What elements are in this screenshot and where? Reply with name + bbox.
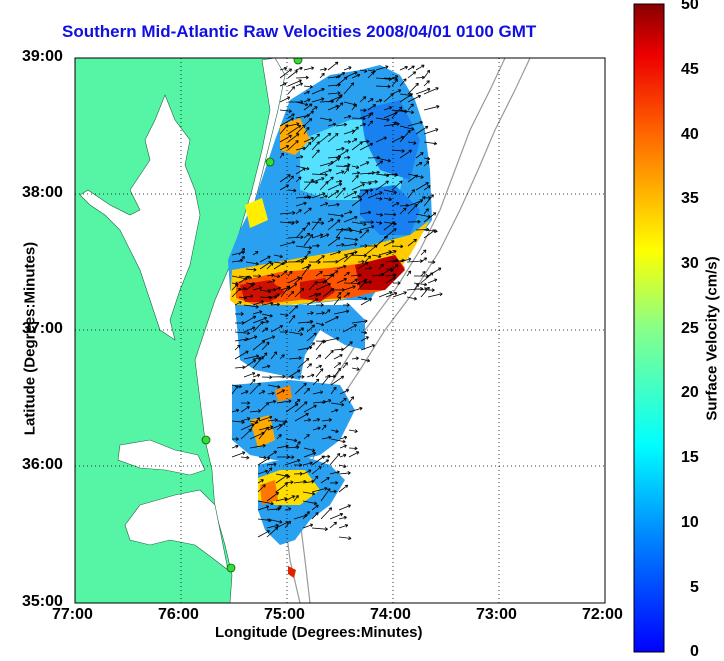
colorbar-label: Surface Velocity (cm/s)	[703, 256, 721, 421]
y-axis-label: Latitude (Degrees:Minutes)	[21, 241, 39, 436]
grid-lines	[75, 58, 605, 603]
velocity-vectors	[231, 61, 443, 541]
chesapeake-bay	[79, 94, 201, 341]
colorbar-tick: 40	[681, 126, 699, 143]
title-text: Southern Mid-Atlantic Raw Velocities 200…	[62, 22, 537, 41]
colorbar-tick: 50	[681, 0, 699, 13]
radar-stations	[201, 58, 303, 573]
station-marker	[293, 58, 303, 65]
y-tick: 39:00	[22, 48, 63, 65]
pamlico-sound	[124, 489, 229, 571]
colorbar-tick: 25	[681, 320, 699, 337]
colorbar	[633, 3, 665, 653]
x-tick: 76:00	[158, 606, 199, 623]
station-marker	[265, 157, 275, 167]
station-marker	[201, 435, 211, 445]
x-tick: 72:00	[582, 606, 623, 623]
x-tick: 73:00	[476, 606, 517, 623]
colorbar-tick: 0	[690, 643, 699, 660]
x-tick: 77:00	[52, 606, 93, 623]
vector-arrows	[231, 61, 443, 541]
colorbar-tick: 5	[690, 579, 699, 596]
colorbar-tick: 20	[681, 384, 699, 401]
colorbar-tick: 45	[681, 61, 699, 78]
y-tick: 37:00	[22, 320, 63, 337]
x-tick: 74:00	[370, 606, 411, 623]
y-tick: 35:00	[22, 593, 63, 610]
colorbar-tick: 15	[681, 449, 699, 466]
colorbar-tick: 35	[681, 190, 699, 207]
x-axis-label: Longitude (Degrees:Minutes)	[215, 624, 423, 641]
y-tick: 36:00	[22, 456, 63, 473]
velocity-field	[228, 65, 432, 578]
colorbar-tick: 30	[681, 255, 699, 272]
y-tick: 38:00	[22, 184, 63, 201]
colorbar-tick: 10	[681, 514, 699, 531]
station-marker	[226, 563, 236, 573]
x-tick: 75:00	[264, 606, 305, 623]
